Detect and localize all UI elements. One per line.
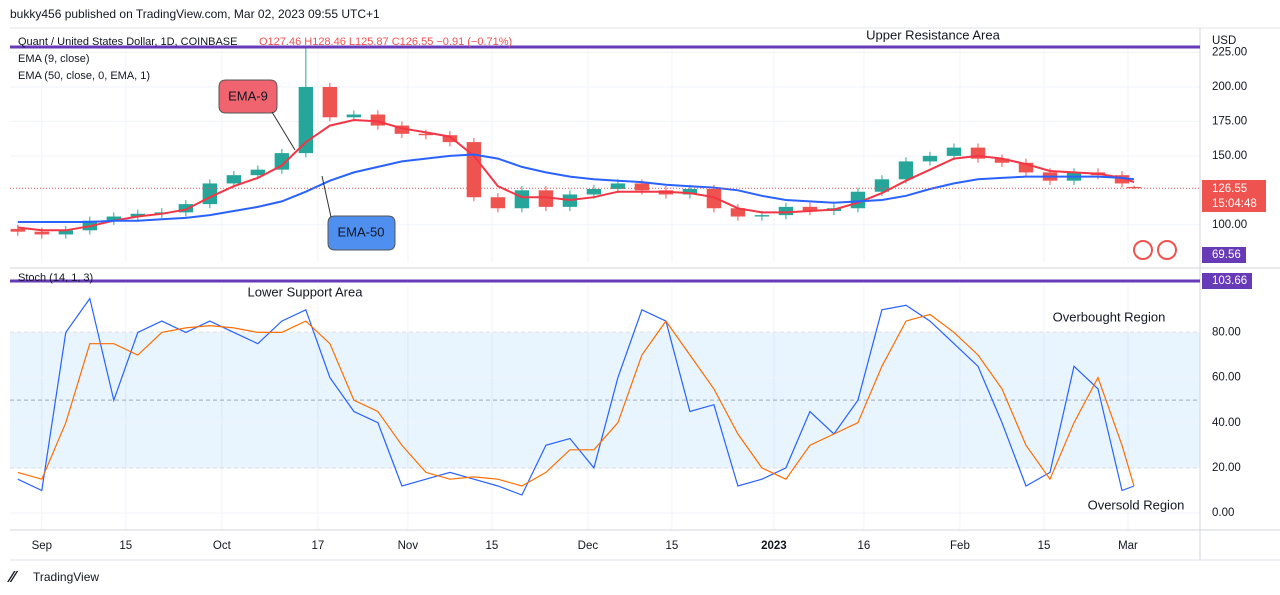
annotation: Lower Support Area [248, 284, 364, 299]
y-tick-label: 60.00 [1212, 372, 1241, 384]
callout-box [327, 215, 396, 251]
candle-body [514, 190, 530, 209]
annotation: Upper Resistance Area [866, 27, 1000, 42]
candle-body [586, 188, 602, 195]
series-line [17, 313, 1135, 487]
series-line [17, 118, 1135, 232]
event-icon[interactable] [1157, 240, 1177, 260]
candle-body [1126, 186, 1142, 189]
candle-body [898, 161, 914, 180]
header: bukky456 published on TradingView.com, M… [10, 7, 380, 21]
candle-body [274, 153, 290, 170]
x-tick-label: Nov [398, 540, 419, 552]
callout-label: EMA-9 [228, 88, 268, 103]
candle-body [10, 228, 26, 232]
candle-body [442, 135, 458, 143]
y-tick-label: 0.00 [1212, 507, 1234, 519]
candle-body [682, 188, 698, 195]
callout-label: EMA-50 [338, 224, 385, 239]
price-label: 69.56 [1212, 249, 1241, 261]
event-icon[interactable] [1133, 240, 1153, 260]
candle-body [778, 206, 794, 216]
price-label-bg [1202, 247, 1246, 263]
x-tick-label: Dec [578, 540, 599, 552]
candle-body [874, 179, 890, 192]
candle-body [178, 204, 194, 213]
candle-body [418, 133, 434, 136]
x-tick-label: 15 [119, 540, 132, 552]
y-tick-label: 100.00 [1212, 219, 1247, 231]
candle-body [1018, 162, 1034, 173]
candle-body [922, 155, 938, 162]
annotation: Overbought Region [1053, 309, 1166, 324]
candle-body [730, 208, 746, 217]
legend-entry: EMA (50, close, 0, EMA, 1) [18, 70, 150, 82]
ohlc: O127.46 H128.46 L125.87 C126.55 −0.91 (−… [259, 36, 512, 48]
callout-arrow [271, 111, 296, 151]
price-label-bg [1202, 273, 1252, 289]
candle-body [226, 175, 242, 184]
candle-body [466, 142, 482, 198]
candle-body [538, 190, 554, 207]
annotation: Oversold Region [1088, 497, 1185, 512]
series-line [17, 153, 1135, 223]
candle-body [370, 114, 386, 126]
candle-body [634, 183, 650, 191]
candle-body [106, 216, 122, 221]
price-label-bg [1202, 180, 1266, 212]
x-tick-label: Sep [32, 540, 52, 552]
plot [10, 45, 1200, 496]
y-tick-label: 40.00 [1212, 417, 1241, 429]
x-tick-label: 16 [858, 540, 871, 552]
x-tick-label: Oct [213, 540, 232, 552]
series-line [17, 297, 1135, 496]
candle-body [490, 197, 506, 209]
price-label: 103.66 [1212, 275, 1247, 287]
candle-body [250, 169, 266, 176]
grid [10, 47, 1200, 530]
y-tick-label: 175.00 [1212, 115, 1247, 127]
candle-body [34, 231, 50, 235]
x-tick-label: Mar [1118, 540, 1138, 552]
callout-arrow [321, 175, 332, 218]
x-tick-label: 15 [666, 540, 679, 552]
y-tick-label: 225.00 [1212, 47, 1247, 59]
x-tick-label: 15 [1038, 540, 1051, 552]
candle-body [298, 86, 314, 154]
candle-body [802, 206, 818, 212]
countdown: 15:04:48 [1212, 198, 1257, 210]
x-tick-label: 15 [485, 540, 498, 552]
legend-entry: EMA (9, close) [18, 53, 90, 65]
y-tick-label: 20.00 [1212, 462, 1241, 474]
x-tick-label: Feb [950, 540, 970, 552]
candle-body [322, 86, 338, 118]
x-tick-label: 2023 [761, 540, 787, 552]
candle-body [610, 183, 626, 189]
footer: TradingView [33, 570, 99, 584]
y-tick-label: 200.00 [1212, 81, 1247, 93]
indicator-title: Stoch (14, 1, 3) [18, 272, 93, 284]
y-tick-label: 80.00 [1212, 326, 1241, 338]
candle-body [994, 158, 1010, 163]
symbol-title: Quant / United States Dollar, 1D, COINBA… [18, 36, 237, 48]
callout-box [218, 79, 278, 114]
candle-body [946, 147, 962, 156]
currency: USD [1212, 35, 1236, 47]
candle-body [706, 188, 722, 209]
y-tick-label: 150.00 [1212, 150, 1247, 162]
candle-body [754, 215, 770, 217]
candle-body [130, 213, 146, 217]
x-tick-label: 17 [311, 540, 324, 552]
candle-body [1114, 175, 1130, 184]
candle-body [394, 125, 410, 134]
logo: ⁄⁄ [7, 569, 19, 586]
candle-body [970, 147, 986, 159]
candle-body [58, 230, 74, 235]
candle-body [346, 114, 362, 118]
last-price: 126.55 [1212, 183, 1247, 195]
